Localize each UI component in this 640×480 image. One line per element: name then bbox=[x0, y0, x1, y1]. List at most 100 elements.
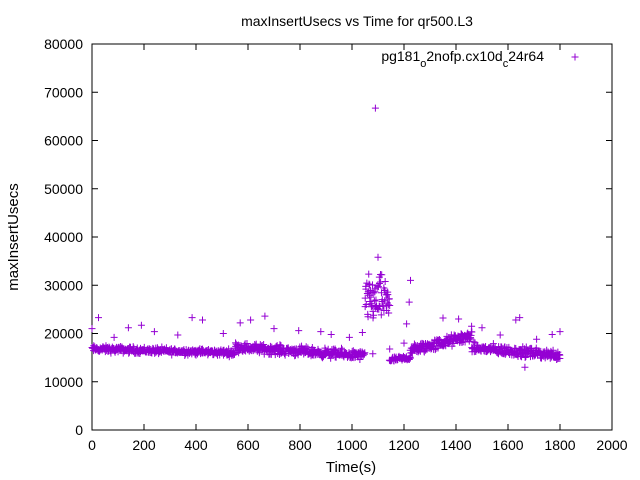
x-tick-label: 1800 bbox=[544, 437, 575, 453]
data-point bbox=[458, 339, 466, 347]
data-point-outlier bbox=[295, 327, 303, 335]
data-point-outlier bbox=[88, 325, 96, 333]
data-point-outlier bbox=[548, 330, 556, 338]
data-point-outlier bbox=[403, 320, 411, 328]
data-point bbox=[450, 331, 458, 339]
y-tick-labels: 0 10000 20000 30000 40000 50000 60000 70000 8000… bbox=[44, 36, 83, 438]
x-tick-labels: 0 200 400 600 800 1000 1200 1400 1600 1800 2000 bbox=[88, 437, 628, 453]
data-point-outlier bbox=[556, 328, 564, 336]
y-tick-label: 20000 bbox=[44, 326, 83, 342]
legend-label-part: 2nofp.cx10d bbox=[426, 48, 502, 64]
data-point-outlier bbox=[496, 331, 504, 339]
data-point bbox=[118, 343, 126, 351]
data-point bbox=[276, 341, 284, 349]
data-point-outlier bbox=[327, 330, 335, 338]
data-point bbox=[553, 356, 561, 364]
data-point bbox=[365, 270, 373, 278]
data-point-outlier bbox=[468, 322, 476, 330]
y-tick-label: 70000 bbox=[44, 84, 83, 100]
data-point-outlier bbox=[439, 314, 447, 322]
y-tick-label: 0 bbox=[75, 422, 83, 438]
data-point-outlier bbox=[110, 333, 118, 341]
legend: pg181o2nofp.cx10dc24r64 bbox=[381, 48, 579, 70]
data-point-outlier bbox=[345, 333, 353, 341]
data-point-outlier bbox=[386, 345, 394, 353]
plot-frame bbox=[91, 43, 613, 431]
y-tick-label: 40000 bbox=[44, 229, 83, 245]
data-point bbox=[386, 302, 394, 310]
data-point-outlier bbox=[247, 316, 255, 324]
data-point bbox=[496, 348, 504, 356]
data-point bbox=[281, 351, 289, 359]
data-point bbox=[375, 280, 383, 288]
data-point bbox=[356, 356, 364, 364]
data-point-outlier bbox=[317, 328, 325, 336]
data-point bbox=[377, 311, 385, 319]
x-tick-label: 1600 bbox=[492, 437, 523, 453]
data-point bbox=[385, 309, 393, 317]
data-point bbox=[331, 345, 339, 353]
legend-marker bbox=[571, 53, 579, 61]
data-point bbox=[168, 351, 176, 359]
data-point bbox=[373, 283, 381, 291]
x-axis-label: Time(s) bbox=[326, 459, 376, 476]
data-point bbox=[268, 343, 276, 351]
data-point-outlier bbox=[400, 339, 408, 347]
tick-marks bbox=[91, 43, 613, 431]
data-point-outlier bbox=[455, 315, 463, 323]
data-point bbox=[364, 313, 372, 321]
data-point bbox=[362, 301, 370, 309]
data-point bbox=[370, 311, 378, 319]
data-point-outlier bbox=[512, 316, 520, 324]
x-tick-label: 600 bbox=[236, 437, 260, 453]
y-tick-label: 80000 bbox=[44, 36, 83, 52]
data-point bbox=[370, 289, 378, 297]
x-tick-label: 0 bbox=[88, 437, 96, 453]
data-point-outlier bbox=[236, 319, 244, 327]
legend-label-part: 24r64 bbox=[508, 48, 544, 64]
data-point-outlier bbox=[369, 350, 377, 358]
legend-label-subscript: c bbox=[503, 58, 509, 70]
y-tick-label: 10000 bbox=[44, 374, 83, 390]
y-tick-label: 50000 bbox=[44, 181, 83, 197]
data-point bbox=[381, 278, 389, 285]
y-tick-label: 30000 bbox=[44, 277, 83, 293]
data-point bbox=[307, 352, 315, 360]
data-point bbox=[385, 295, 393, 303]
data-point-outlier bbox=[137, 321, 145, 329]
data-point bbox=[384, 301, 392, 309]
data-point bbox=[260, 340, 268, 348]
data-point bbox=[378, 271, 386, 279]
data-point bbox=[370, 297, 378, 305]
data-point bbox=[367, 293, 375, 301]
x-tick-label: 1400 bbox=[440, 437, 471, 453]
data-point bbox=[372, 301, 380, 309]
data-point-outlier bbox=[188, 314, 196, 322]
y-tick-label: 60000 bbox=[44, 133, 83, 149]
data-point-outlier bbox=[521, 363, 529, 371]
data-point-outlier bbox=[516, 314, 524, 322]
data-point-outlier bbox=[478, 324, 486, 332]
legend-label-part: pg181 bbox=[381, 48, 420, 64]
data-point bbox=[521, 354, 529, 362]
x-tick-label: 200 bbox=[132, 437, 156, 453]
data-point bbox=[549, 346, 557, 354]
data-point-outlier bbox=[358, 329, 366, 337]
data-point bbox=[365, 280, 373, 288]
data-point-outlier bbox=[219, 330, 227, 337]
data-point-outlier bbox=[124, 324, 132, 332]
data-point-outlier bbox=[199, 316, 206, 324]
x-tick-label: 400 bbox=[184, 437, 208, 453]
data-point bbox=[374, 283, 382, 291]
x-tick-label: 1200 bbox=[388, 437, 419, 453]
legend-marker-plus bbox=[571, 53, 579, 61]
legend-label-subscript: o bbox=[420, 58, 426, 70]
data-point bbox=[522, 343, 530, 351]
data-point-outlier bbox=[95, 314, 102, 322]
data-point bbox=[443, 332, 451, 340]
data-point-outlier bbox=[174, 331, 182, 339]
data-point-outlier bbox=[405, 298, 413, 306]
data-point bbox=[470, 338, 478, 346]
data-point bbox=[361, 294, 369, 302]
